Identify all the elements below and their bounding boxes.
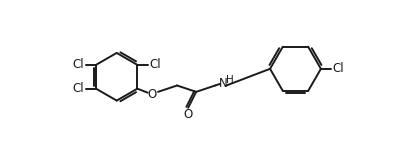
Text: O: O — [147, 88, 157, 101]
Text: H: H — [225, 75, 233, 85]
Text: Cl: Cl — [72, 58, 84, 71]
Text: N: N — [218, 77, 227, 90]
Text: O: O — [183, 108, 192, 121]
Text: Cl: Cl — [72, 82, 84, 95]
Text: Cl: Cl — [332, 62, 343, 75]
Text: Cl: Cl — [149, 58, 160, 71]
